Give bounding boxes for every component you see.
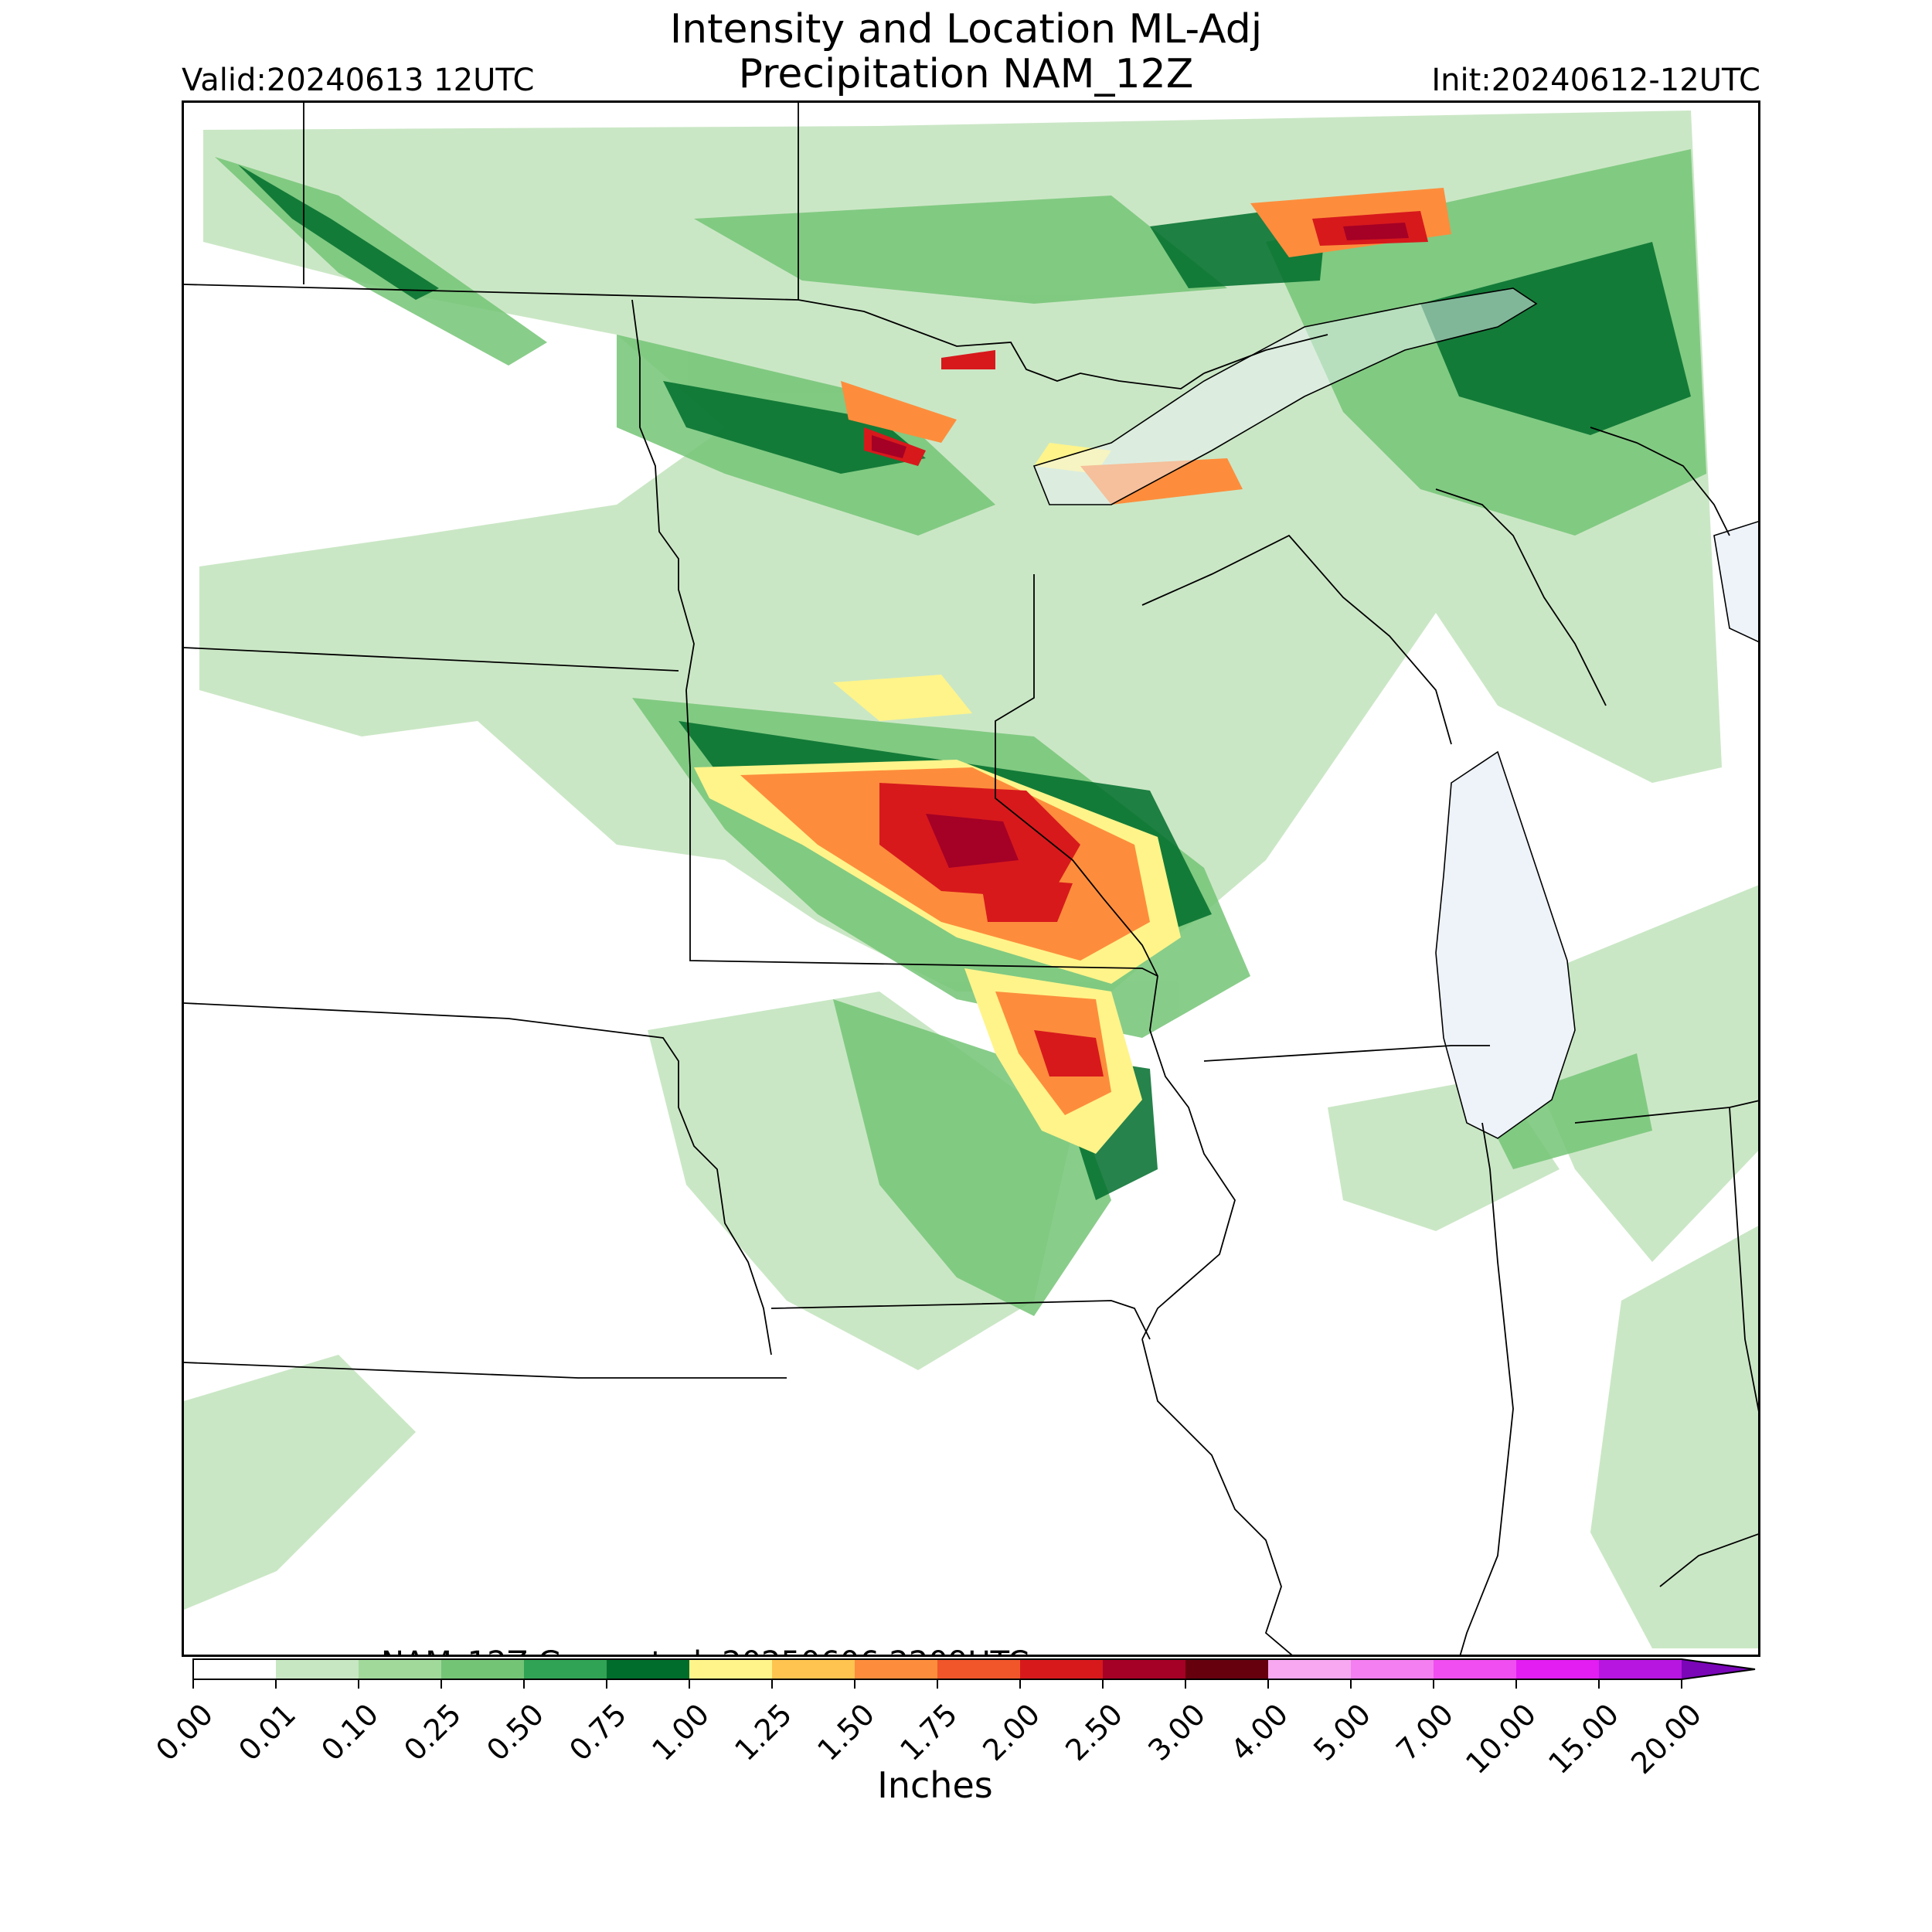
colorbar-cell [772,1659,855,1679]
colorbar-cell [1268,1659,1351,1679]
colorbar-cells [193,1659,1755,1679]
colorbar-tick-label: 1.00 [645,1697,716,1767]
colorbar-cell [524,1659,607,1679]
map-canvas [184,103,1760,1657]
colorbar-cell [193,1659,276,1679]
colorbar-tick-label: 1.25 [728,1697,798,1767]
colorbar-tick-label: 0.10 [315,1697,385,1767]
title-line-1: Intensity and Location ML-Adj [0,6,1932,53]
colorbar-cell [689,1659,772,1679]
colorbar-cell [359,1659,441,1679]
colorbar-cell [276,1659,359,1679]
colorbar-tick-label: 0.00 [149,1697,219,1767]
colorbar-tick-label: 0.01 [232,1697,302,1767]
init-time-label: Init:20240612-12UTC [1431,62,1760,99]
colorbar-label: Inches [0,1764,1870,1806]
colorbar-tick-label: 0.25 [397,1697,468,1767]
generated-timestamp: NAM_12Z Generated: 20250606 2209UTC [381,1645,1029,1657]
colorbar-cell [1434,1659,1516,1679]
colorbar-tick-label: 0.75 [563,1697,633,1767]
colorbar-tick-label: 1.75 [893,1697,964,1767]
colorbar-cell [1516,1659,1599,1679]
colorbar-cell [607,1659,689,1679]
colorbar-outline [193,1659,1755,1679]
lake-michigan [1436,752,1575,1138]
colorbar-cell [441,1659,524,1679]
colorbar-cell [1351,1659,1434,1679]
colorbar-cell [1103,1659,1185,1679]
colorbar-tick-label: 3.00 [1141,1697,1212,1767]
colorbar-cell [855,1659,937,1679]
colorbar-tick-label: 5.00 [1307,1697,1377,1767]
colorbar-cell [1020,1659,1103,1679]
colorbar-tick-label: 0.50 [480,1697,550,1767]
lake-huron-edge [1714,520,1760,644]
colorbar-tick-label: 2.00 [976,1697,1046,1767]
precipitation-map: NAM_12Z Generated: 20250606 2209UTC [182,100,1760,1657]
colorbar-tick-label: 4.00 [1224,1697,1294,1767]
colorbar-tick-label: 2.50 [1059,1697,1129,1767]
colorbar-tick-label: 1.50 [811,1697,881,1767]
valid-time-label: Valid:20240613 12UTC [182,62,534,99]
colorbar-cell [937,1659,1020,1679]
colorbar-tick-label: 7.00 [1389,1697,1460,1767]
colorbar-cell [1185,1659,1268,1679]
colorbar-cell [1599,1659,1682,1679]
colorbar-extend-arrow [1682,1659,1755,1679]
